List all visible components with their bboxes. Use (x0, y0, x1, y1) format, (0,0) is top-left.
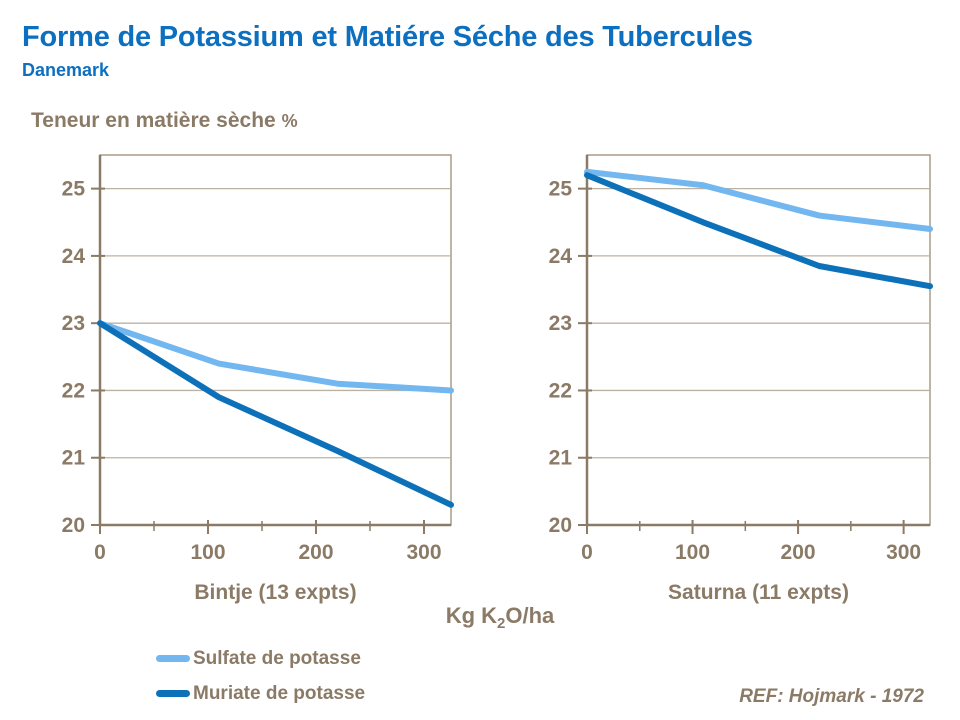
saturna-chart-caption: Saturna (11 expts) (668, 581, 849, 604)
series-line-muriate (97, 320, 454, 508)
legend: Sulfate de potasse Muriate de potasse (156, 641, 365, 711)
y-tick-label: 23 (549, 312, 572, 335)
x-axis-label: Kg K2O/ha (400, 603, 600, 632)
page-subtitle: Danemark (22, 60, 110, 80)
reference-note: REF: Hojmark - 1972 (739, 686, 924, 707)
y-axis-title: Teneur en matière sèche % (31, 109, 298, 133)
sulfate-line-swatch (156, 655, 190, 662)
bintje-chart-caption: Bintje (13 expts) (194, 581, 357, 604)
plot-frame (586, 154, 931, 526)
muriate-line-swatch (156, 690, 190, 697)
y-tick-label: 25 (62, 178, 86, 201)
x-tick-label: 100 (675, 541, 710, 564)
y-tick-label: 23 (62, 312, 85, 335)
legend-label-muriate: Muriate de potasse (193, 682, 366, 704)
x-tick-label: 0 (581, 541, 593, 564)
legend-item-muriate: Muriate de potasse (156, 676, 365, 711)
y-tick-label: 22 (62, 379, 85, 402)
x-tick-label: 200 (781, 541, 816, 564)
y-tick-label: 24 (549, 245, 573, 268)
y-tick-label: 20 (62, 514, 85, 537)
legend-item-sulfate: Sulfate de potasse (156, 641, 365, 676)
series-line-muriate (584, 172, 933, 290)
x-tick-label: 200 (298, 541, 333, 564)
y-tick-label: 22 (549, 379, 572, 402)
saturna-chart: 20 21 22 23 24 25 0 100 200 300 (549, 154, 933, 564)
y-tick-label: 25 (549, 178, 573, 201)
series-line-sulfate (97, 320, 454, 394)
y-axis-title-text: Teneur en matière sèche (31, 109, 276, 132)
page-title: Forme de Potassium et Matiére Séche des … (22, 21, 753, 53)
x-tick-label: 300 (406, 541, 441, 564)
x-axis-label-prefix: Kg K (445, 603, 498, 628)
y-tick-label: 20 (549, 514, 572, 537)
legend-label-sulfate: Sulfate de potasse (193, 647, 361, 669)
bintje-chart: 20 21 22 23 24 25 0 100 200 300 (62, 154, 454, 564)
x-axis-label-suffix: O/ha (505, 603, 555, 628)
y-tick-label: 21 (62, 447, 86, 470)
x-tick-label: 0 (94, 541, 106, 564)
x-tick-label: 100 (190, 541, 225, 564)
y-axis-unit: % (281, 111, 298, 131)
y-tick-label: 21 (549, 447, 573, 470)
x-axis-label-subscript: 2 (497, 615, 506, 632)
x-tick-label: 300 (886, 541, 921, 564)
series-line-sulfate (584, 168, 933, 232)
y-tick-label: 24 (62, 245, 86, 268)
